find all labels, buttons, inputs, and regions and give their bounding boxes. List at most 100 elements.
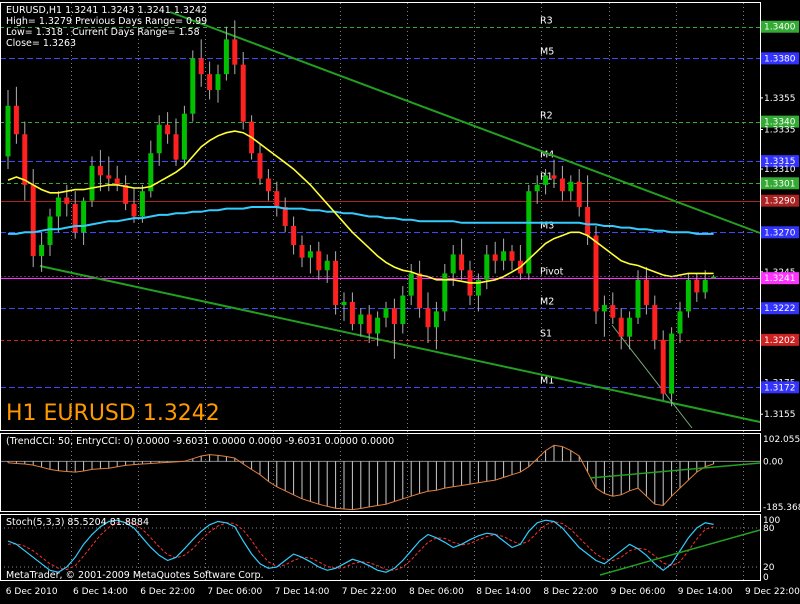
bear-candle-body — [576, 181, 582, 208]
candle — [459, 238, 465, 280]
bull-candle-body — [47, 216, 53, 245]
time-axis-label: 7 Dec 14:00 — [275, 587, 330, 597]
price-level-badge — [761, 226, 799, 239]
bear-candle-body — [559, 178, 565, 192]
candle — [660, 330, 666, 400]
candle — [13, 86, 19, 144]
price-level-badge — [761, 155, 799, 168]
bull-candle-body — [450, 254, 456, 274]
price-tick-label: 1.3335 — [764, 126, 796, 136]
bear-candle-body — [64, 197, 70, 204]
candle — [425, 292, 431, 344]
time-axis-label: 8 Dec 06:00 — [409, 587, 464, 597]
candle — [366, 305, 372, 344]
bear-candle-body — [131, 203, 137, 217]
bear-candle-body — [333, 260, 339, 306]
candle — [610, 292, 616, 325]
bear-candle-body — [366, 314, 372, 334]
cci-tick-label: 0.00 — [763, 457, 783, 467]
candle — [207, 61, 213, 100]
candle — [341, 292, 347, 321]
candle — [257, 143, 263, 185]
candle — [282, 197, 288, 233]
candle — [635, 270, 641, 325]
stochastic-lines — [0, 519, 761, 576]
bear-candle-body — [22, 134, 28, 185]
price-tick-label: 1.3400 — [764, 23, 796, 33]
time-axis-label: 6 Dec 14:00 — [73, 587, 128, 597]
candle — [123, 175, 129, 211]
candle — [81, 197, 87, 245]
bear-candle-body — [265, 178, 271, 192]
candle — [551, 159, 557, 189]
time-axis-label: 7 Dec 22:00 — [342, 587, 397, 597]
candle — [559, 165, 565, 201]
bull-candle-body — [148, 153, 154, 192]
candle — [274, 181, 280, 217]
fast-moving-average-line — [7, 130, 714, 284]
candle — [601, 295, 607, 337]
bear-candle-body — [257, 153, 263, 179]
pivot-level-label: Pivot — [540, 267, 564, 278]
bull-candle-body — [5, 105, 11, 157]
candle — [627, 311, 633, 350]
moving-averages — [0, 130, 760, 284]
price-tick-label: 1.3202 — [764, 336, 796, 346]
stoch-tick-label: 100 — [763, 516, 780, 526]
bear-candle-body — [618, 317, 624, 337]
bear-candle-body — [459, 254, 465, 271]
bear-candle-body — [173, 134, 179, 160]
candle — [131, 188, 137, 223]
bull-candle-body — [383, 308, 389, 318]
pivot-level-label: M1 — [540, 376, 554, 387]
header-close: Close= 1.3263 — [6, 38, 76, 49]
candle — [408, 263, 414, 306]
price-tick-label: 1.3270 — [764, 228, 796, 238]
price-level-badge — [761, 115, 799, 128]
bull-candle-body — [341, 301, 347, 306]
price-tick-label: 1.3172 — [764, 383, 796, 393]
bull-candle-body — [81, 200, 87, 233]
bull-candle-body — [55, 197, 61, 217]
price-tick-label: 1.3355 — [764, 94, 796, 104]
bear-candle-body — [652, 305, 658, 340]
chart-grid — [71, 3, 744, 580]
cci-histogram — [0, 444, 761, 511]
bull-candle-body — [324, 260, 330, 271]
stoch-tick-label: 80 — [763, 524, 775, 534]
bear-candle-body — [97, 165, 103, 176]
price-level-badge — [761, 20, 799, 33]
bear-candle-body — [593, 235, 599, 312]
price-level-badge — [761, 177, 799, 190]
bull-candle-body — [702, 279, 708, 293]
stoch-tick-label: 20 — [763, 563, 775, 573]
candlestick-series — [5, 20, 717, 407]
price-level-badge — [761, 272, 799, 285]
bear-candle-body — [316, 251, 322, 271]
price-tick-label: 1.3315 — [764, 157, 796, 167]
bear-candle-body — [643, 279, 649, 306]
stoch-indicator-label: Stoch(5,3,3) 85.5204 81.8884 — [6, 517, 149, 528]
candle — [677, 301, 683, 344]
header-low: Low= 1.318 . Current Days Range= 1.58 — [6, 27, 200, 38]
candle — [307, 244, 313, 274]
candle — [232, 20, 238, 75]
cci-panel-frame — [0, 433, 761, 512]
bear-candle-body — [417, 273, 423, 309]
time-axis: 6 Dec 2010 6 Dec 14:00 6 Dec 22:00 7 Dec 06… — [6, 587, 800, 597]
bear-candle-body — [30, 184, 36, 257]
candle — [526, 184, 532, 280]
candle — [324, 254, 330, 283]
bear-candle-body — [198, 58, 204, 75]
bear-candle-body — [207, 74, 213, 90]
time-axis-label: 8 Dec 22:00 — [543, 587, 598, 597]
bear-candle-body — [282, 207, 288, 226]
candle — [190, 50, 196, 122]
price-tick-label: 1.3290 — [764, 197, 796, 207]
time-axis-label: 7 Dec 06:00 — [207, 587, 262, 597]
candle — [618, 308, 624, 350]
bull-candle-body — [501, 251, 507, 261]
bear-candle-body — [492, 254, 498, 261]
